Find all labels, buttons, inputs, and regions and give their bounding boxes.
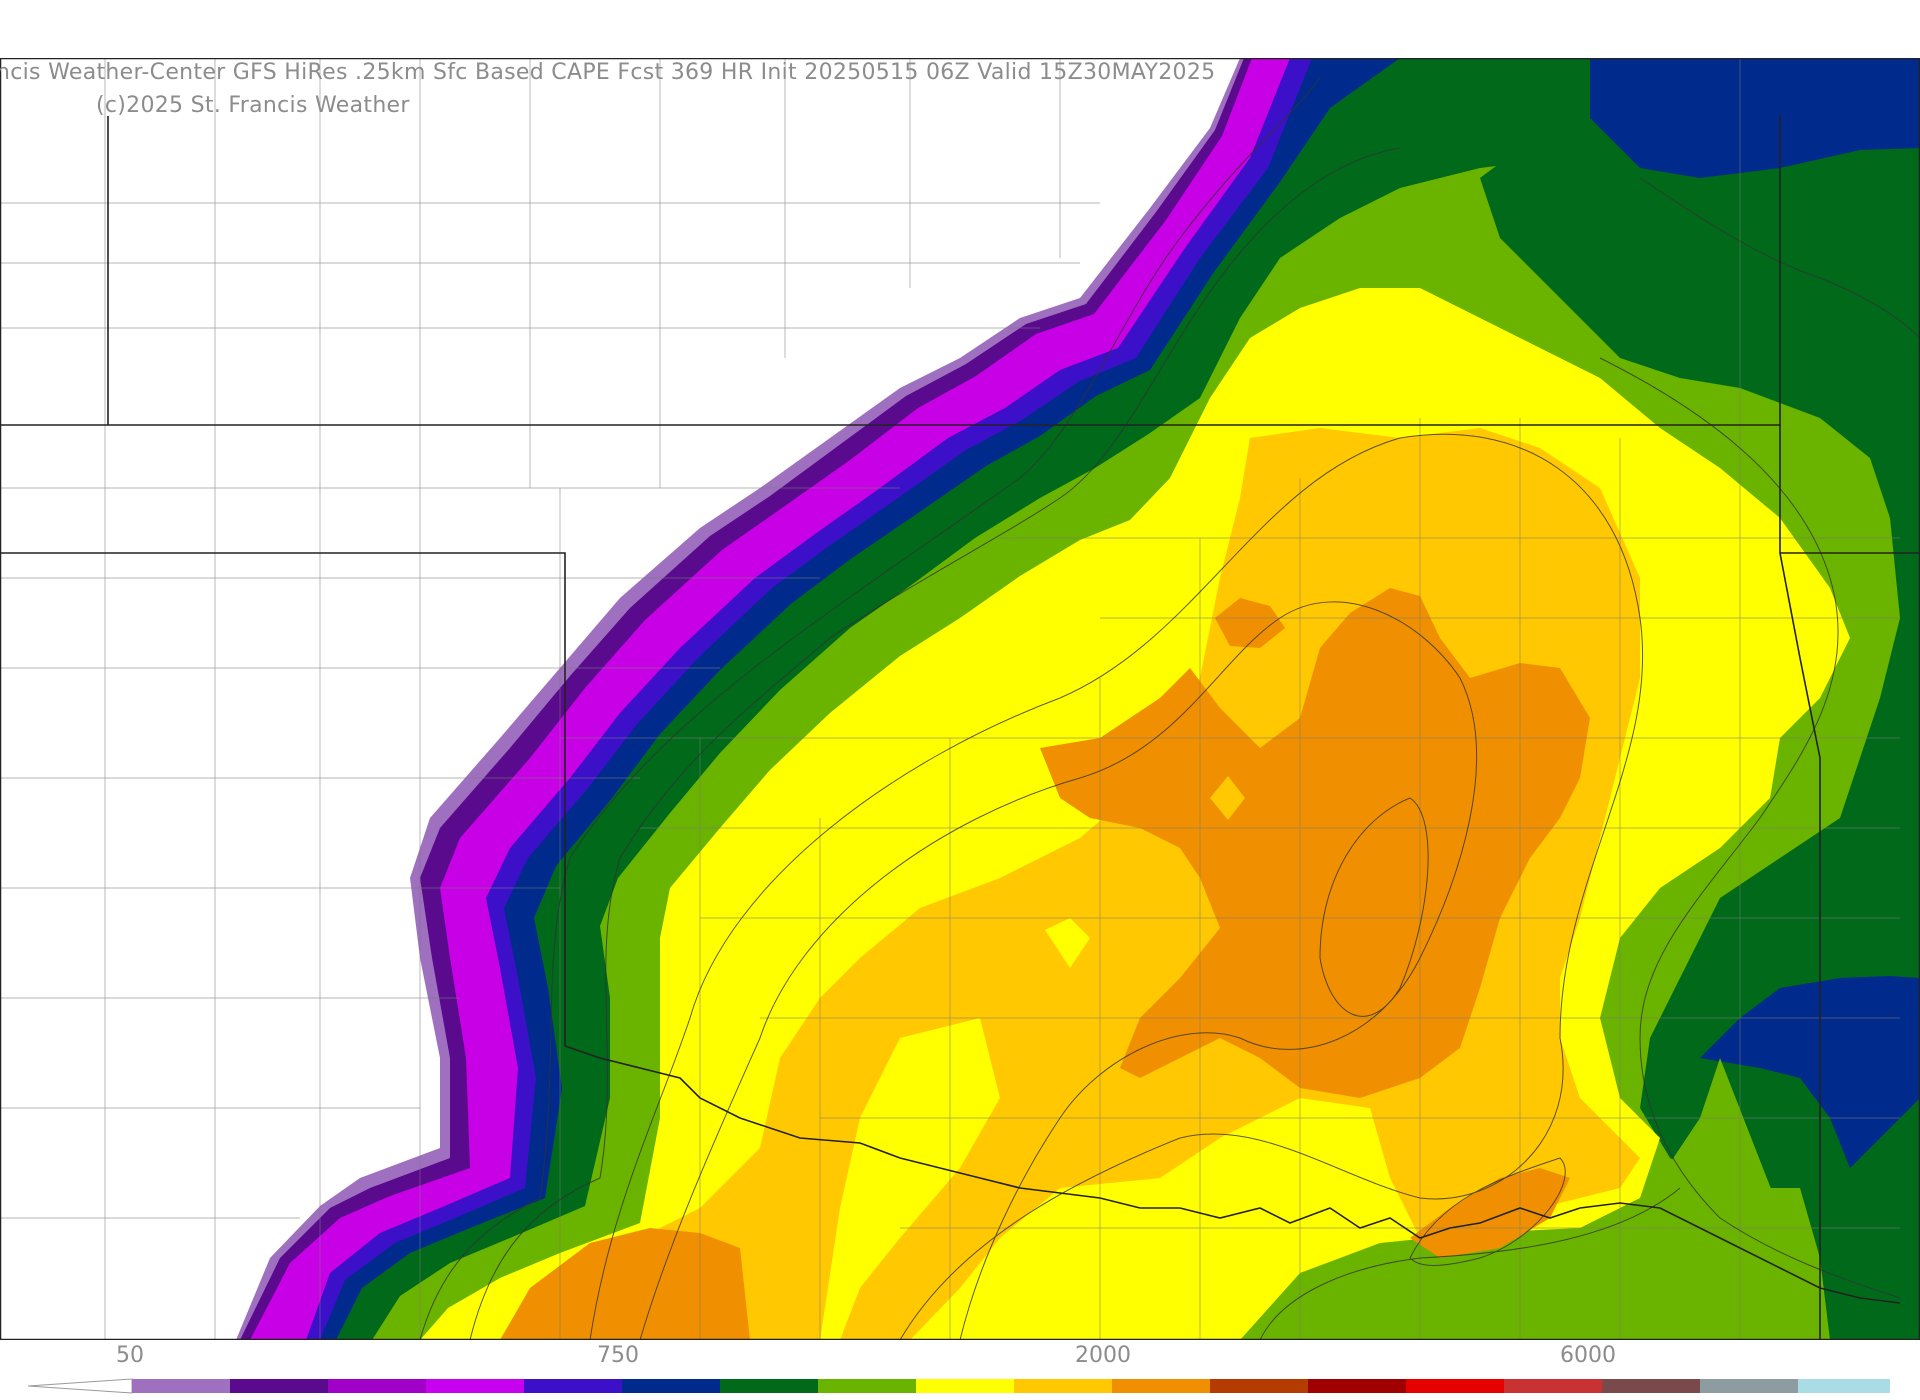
cape-gold-pocket-2 bbox=[1210, 776, 1245, 820]
colorbar-swatch bbox=[1504, 1379, 1602, 1393]
cape-east-navy-1 bbox=[1590, 58, 1920, 178]
colorbar-swatch bbox=[1210, 1379, 1308, 1393]
colorbar-left-arrow bbox=[28, 1378, 133, 1394]
colorbar-label-50: 50 bbox=[116, 1343, 144, 1368]
colorbar-swatch bbox=[1014, 1379, 1112, 1393]
colorbar bbox=[28, 1378, 1890, 1394]
colorbar-swatch bbox=[622, 1379, 720, 1393]
colorbar-label-750: 750 bbox=[597, 1343, 639, 1368]
cape-band-3000-south bbox=[500, 1228, 750, 1340]
colorbar-swatch bbox=[720, 1379, 818, 1393]
colorbar-label-6000: 6000 bbox=[1560, 1343, 1616, 1368]
cape-band-3000-main bbox=[1040, 588, 1590, 1098]
colorbar-swatch bbox=[1798, 1379, 1890, 1393]
colorbar-swatch bbox=[328, 1379, 426, 1393]
cape-gold-pocket bbox=[1045, 918, 1090, 968]
colorbar-swatch bbox=[1700, 1379, 1798, 1393]
colorbar-swatch bbox=[230, 1379, 328, 1393]
cape-east-navy-2 bbox=[1700, 976, 1920, 1168]
colorbar-swatch bbox=[426, 1379, 524, 1393]
colorbar-swatch bbox=[1406, 1379, 1504, 1393]
copyright-text: (c)2025 St. Francis Weather bbox=[96, 93, 410, 118]
cape-band-3000-north bbox=[1215, 598, 1285, 648]
cape-south-green bbox=[1240, 1058, 1830, 1340]
colorbar-swatch bbox=[916, 1379, 1014, 1393]
colorbar-swatch bbox=[1308, 1379, 1406, 1393]
colorbar-swatch bbox=[524, 1379, 622, 1393]
map-title: ncis Weather-Center GFS HiRes .25km Sfc … bbox=[0, 60, 1216, 85]
colorbar-swatch bbox=[1602, 1379, 1700, 1393]
cape-band-3000-southeast bbox=[1410, 1168, 1570, 1258]
colorbar-swatch bbox=[132, 1379, 230, 1393]
colorbar-label-2000: 2000 bbox=[1075, 1343, 1131, 1368]
colorbar-swatch bbox=[1112, 1379, 1210, 1393]
cape-map bbox=[0, 58, 1920, 1340]
colorbar-swatch bbox=[818, 1379, 916, 1393]
